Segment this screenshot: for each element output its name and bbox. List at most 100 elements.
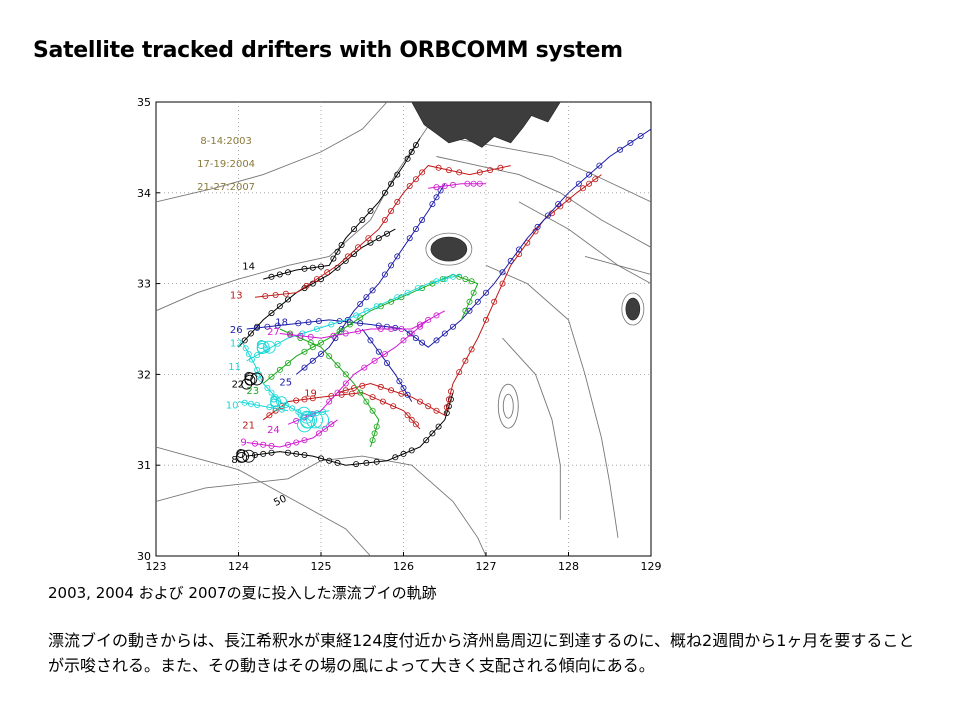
y-tick-label: 31: [137, 459, 151, 472]
drifter-loop: [392, 454, 399, 461]
drifter-loop: [301, 265, 308, 272]
drifter-loop: [379, 398, 386, 405]
depth-contour: [485, 264, 619, 538]
drifter-loop: [313, 325, 320, 332]
drifter-loop: [363, 459, 370, 466]
drifter-loop: [350, 226, 357, 233]
drifter-loop: [381, 189, 388, 196]
drifter-tracks: [236, 128, 651, 468]
drifter-loop: [268, 389, 275, 396]
y-tick-label: 35: [137, 96, 151, 109]
drifter-loop: [250, 372, 264, 386]
drifter-loop: [272, 291, 279, 298]
period-label: 17-19:2004: [197, 159, 255, 170]
drifter-loop: [328, 321, 335, 328]
drifter-loop: [274, 340, 281, 347]
drifter-loop: [284, 360, 291, 367]
drifter-loop: [252, 451, 259, 458]
drifter-loop: [592, 176, 599, 183]
drifter-loop: [383, 230, 390, 237]
drifter-loop: [381, 350, 388, 357]
drifter-loop: [293, 397, 300, 404]
drifter-id-label: 19: [304, 389, 317, 400]
bathymetry-contours: [156, 102, 651, 556]
drifter-loop: [396, 378, 403, 385]
depth-contour: [425, 232, 473, 266]
drifter-loop: [398, 294, 405, 301]
drifter-loop: [637, 133, 644, 140]
drifter-loop: [369, 437, 376, 444]
drifter-loop: [270, 398, 280, 408]
drifter-id-label: 10: [226, 400, 239, 411]
drifter-loop: [293, 439, 300, 446]
drifter-loop: [315, 430, 322, 437]
drifter-track: [263, 138, 421, 280]
period-label: 8-14:2003: [200, 136, 252, 147]
drifter-loop: [361, 364, 368, 371]
drifter-loop: [297, 417, 312, 433]
drifter-loop: [236, 449, 246, 458]
drifter-loop: [419, 169, 426, 176]
drifter-loop: [408, 416, 415, 423]
drifter-id-label: 27: [267, 327, 280, 338]
drifter-loop: [507, 257, 514, 264]
x-tick-label: 129: [641, 560, 662, 572]
drifter-loop: [373, 303, 380, 310]
drifter-loop: [284, 441, 291, 448]
drifter-loop: [317, 263, 324, 270]
drifter-loop: [301, 348, 308, 355]
drifter-loop: [252, 440, 259, 447]
drifter-loop: [244, 371, 254, 381]
drifter-loop: [406, 235, 413, 242]
drifter-loop: [406, 183, 413, 190]
drifter-loop: [344, 253, 351, 260]
drifter-loop: [497, 164, 504, 171]
drifter-loop: [445, 396, 452, 403]
drifter-loop: [515, 246, 522, 253]
drifter-loop: [324, 269, 331, 276]
drifter-loop: [462, 276, 469, 283]
drifter-loop: [596, 162, 603, 169]
drifter-loop: [330, 332, 337, 339]
drifter-loop: [524, 239, 531, 246]
drifter-loop: [266, 404, 273, 411]
drifter-loop: [373, 423, 380, 430]
drifter-loop: [256, 340, 266, 349]
drifter-loop: [394, 253, 401, 260]
drifter-loop: [435, 164, 442, 171]
drifter-loop: [449, 181, 456, 188]
period-label: 21-27:2007: [197, 182, 255, 193]
drifter-loop: [282, 401, 289, 408]
figure-caption: 2003, 2004 および 2007の夏に投入した漂流ブイの軌跡: [48, 584, 437, 602]
drifter-loop: [342, 371, 349, 378]
drifter-loop: [441, 183, 448, 190]
drifter-loop: [357, 300, 364, 307]
drifter-loop: [443, 409, 450, 416]
drifter-loop: [355, 328, 362, 335]
drifter-loop: [456, 169, 463, 176]
drifter-loop: [392, 324, 399, 331]
drifter-loop: [466, 307, 473, 314]
drifter-loop: [377, 383, 384, 390]
drifter-loop: [425, 316, 432, 323]
drifter-loop: [404, 391, 411, 398]
drifter-loop: [381, 271, 388, 278]
drifter-loop: [412, 142, 419, 149]
drifter-loop: [303, 282, 310, 289]
drifter-loop: [363, 294, 370, 301]
drifter-loop: [412, 176, 419, 183]
drifter-loop: [441, 330, 448, 337]
drifter-loop: [468, 346, 475, 353]
drifter-loop: [241, 378, 253, 390]
drifter-id-label: 18: [275, 318, 288, 329]
depth-contour: [502, 393, 514, 419]
drifter-loop: [390, 403, 397, 410]
drifter-loop: [317, 339, 324, 346]
drifter-loop: [317, 455, 324, 462]
drifter-loop: [300, 413, 316, 429]
drifter-loop: [326, 398, 333, 405]
drifter-loop: [398, 325, 405, 332]
drifter-track: [262, 273, 479, 384]
drifter-loop: [305, 319, 312, 326]
